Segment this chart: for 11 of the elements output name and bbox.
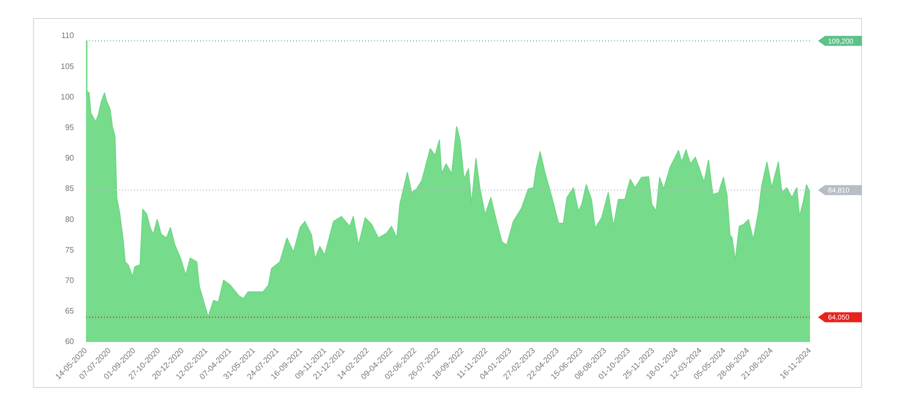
y-tick-label: 100 [60,92,75,102]
y-tick-label: 110 [61,31,75,40]
y-tick-label: 60 [65,337,75,346]
y-tick-label: 80 [65,214,75,224]
y-tick-label: 105 [60,62,75,71]
y-tick-label: 90 [65,154,75,163]
y-tick-label: 65 [65,306,75,316]
y-tick-label: 85 [65,184,75,194]
y-tick-label: 70 [65,276,75,286]
y-tick-label: 75 [65,245,75,254]
y-tick-label: 95 [65,123,75,132]
